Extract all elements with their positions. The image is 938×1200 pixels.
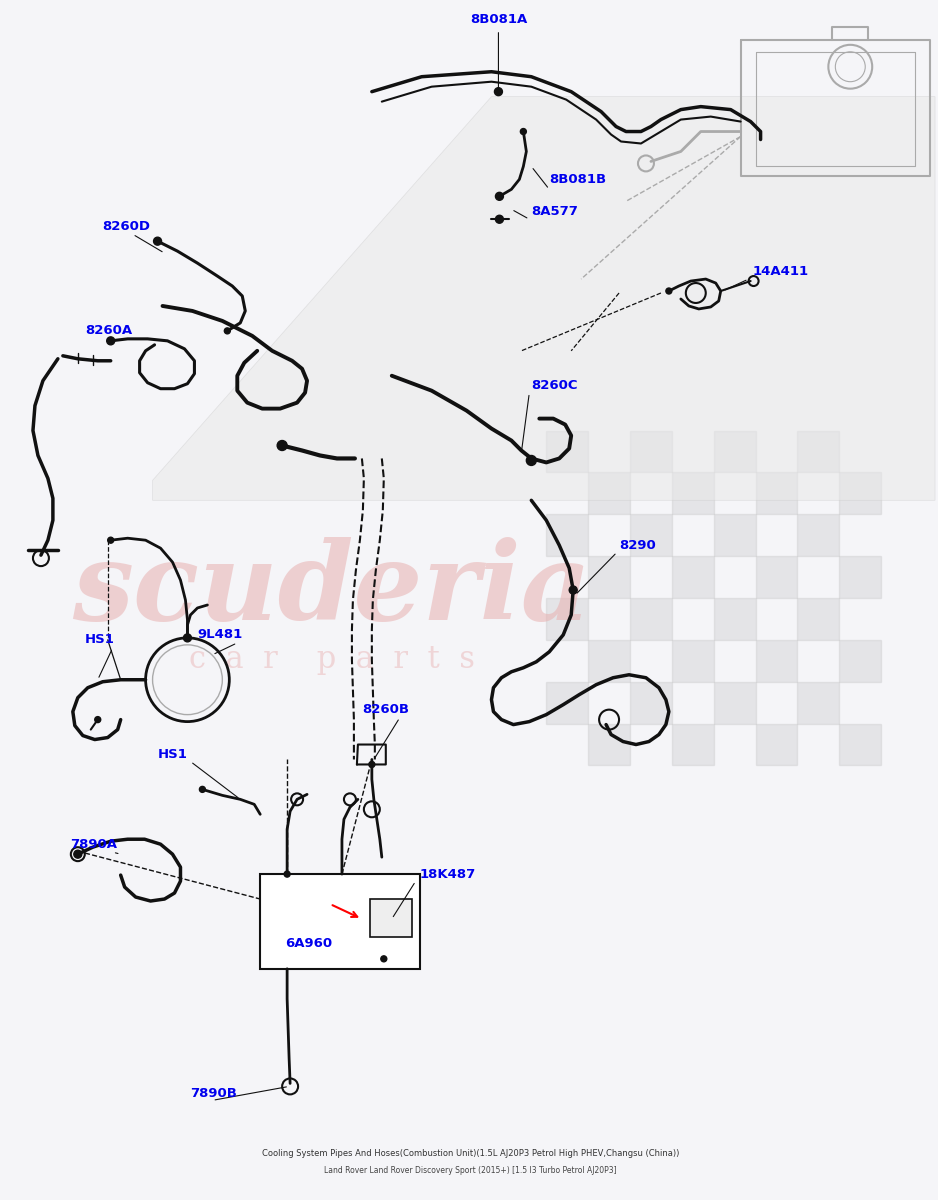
Text: 9L481: 9L481 bbox=[197, 629, 243, 641]
Text: Cooling System Pipes And Hoses(Combustion Unit)(1.5L AJ20P3 Petrol High PHEV,Cha: Cooling System Pipes And Hoses(Combustio… bbox=[262, 1148, 679, 1158]
Bar bbox=[797, 682, 840, 724]
Text: 8B081B: 8B081B bbox=[550, 173, 606, 186]
Bar bbox=[588, 640, 630, 682]
Text: 8A577: 8A577 bbox=[531, 205, 578, 217]
Circle shape bbox=[381, 956, 386, 962]
Circle shape bbox=[154, 238, 161, 245]
Bar bbox=[840, 556, 881, 598]
Polygon shape bbox=[153, 97, 935, 500]
Bar bbox=[630, 431, 672, 473]
Circle shape bbox=[495, 192, 504, 200]
Bar bbox=[756, 640, 797, 682]
Text: c  a  r    p  a  r  t  s: c a r p a r t s bbox=[189, 644, 475, 676]
Circle shape bbox=[277, 440, 287, 450]
Circle shape bbox=[526, 456, 537, 466]
Bar bbox=[546, 598, 588, 640]
Text: 8260B: 8260B bbox=[362, 703, 409, 716]
Circle shape bbox=[108, 538, 113, 544]
Circle shape bbox=[224, 328, 231, 334]
Text: 18K487: 18K487 bbox=[419, 868, 476, 881]
Bar bbox=[672, 556, 714, 598]
Text: scuderia: scuderia bbox=[72, 538, 592, 643]
Bar bbox=[546, 682, 588, 724]
Bar bbox=[797, 598, 840, 640]
Bar bbox=[630, 515, 672, 556]
Bar bbox=[756, 473, 797, 515]
Bar bbox=[840, 640, 881, 682]
Bar bbox=[672, 473, 714, 515]
Bar bbox=[588, 556, 630, 598]
Bar bbox=[797, 431, 840, 473]
Circle shape bbox=[495, 215, 504, 223]
Text: 8260D: 8260D bbox=[103, 220, 151, 233]
Bar bbox=[672, 724, 714, 766]
Text: 8290: 8290 bbox=[619, 539, 656, 552]
Text: Land Rover Land Rover Discovery Sport (2015+) [1.5 I3 Turbo Petrol AJ20P3]: Land Rover Land Rover Discovery Sport (2… bbox=[325, 1165, 617, 1175]
Bar bbox=[672, 640, 714, 682]
Circle shape bbox=[521, 128, 526, 134]
Bar bbox=[714, 682, 756, 724]
Bar bbox=[756, 556, 797, 598]
Text: HS1: HS1 bbox=[158, 748, 188, 761]
Circle shape bbox=[107, 337, 114, 344]
Text: 7890B: 7890B bbox=[190, 1087, 237, 1100]
Text: 7890A: 7890A bbox=[69, 838, 117, 851]
Circle shape bbox=[74, 850, 82, 858]
Bar bbox=[630, 598, 672, 640]
Bar bbox=[546, 431, 588, 473]
Circle shape bbox=[666, 288, 672, 294]
Circle shape bbox=[369, 762, 375, 768]
Text: HS1: HS1 bbox=[84, 634, 114, 647]
Bar bbox=[797, 515, 840, 556]
Circle shape bbox=[184, 634, 191, 642]
Text: 6A960: 6A960 bbox=[285, 937, 333, 950]
Bar bbox=[588, 724, 630, 766]
Bar bbox=[840, 724, 881, 766]
Text: 8B081A: 8B081A bbox=[470, 13, 527, 26]
Bar bbox=[714, 598, 756, 640]
Bar bbox=[260, 874, 419, 968]
Bar bbox=[756, 724, 797, 766]
Bar bbox=[370, 899, 412, 937]
Bar bbox=[588, 473, 630, 515]
Circle shape bbox=[284, 871, 290, 877]
Circle shape bbox=[95, 716, 100, 722]
Bar bbox=[546, 515, 588, 556]
Circle shape bbox=[200, 786, 205, 792]
Bar bbox=[714, 515, 756, 556]
Text: 8260A: 8260A bbox=[84, 324, 132, 337]
Bar bbox=[840, 473, 881, 515]
Bar bbox=[630, 682, 672, 724]
Text: 8260C: 8260C bbox=[531, 379, 578, 392]
Circle shape bbox=[569, 586, 577, 594]
Bar bbox=[714, 431, 756, 473]
Circle shape bbox=[494, 88, 503, 96]
Text: 14A411: 14A411 bbox=[752, 264, 809, 277]
